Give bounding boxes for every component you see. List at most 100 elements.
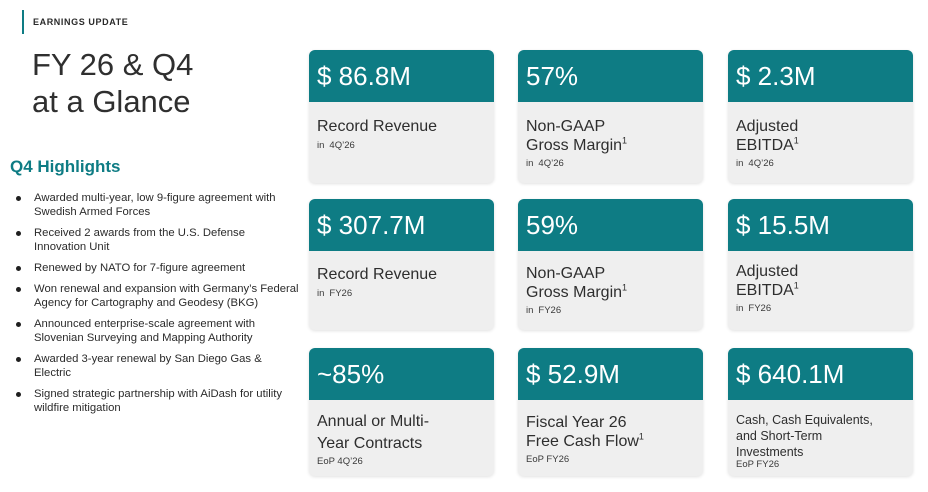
list-item-text: Awarded multi-year, low 9-figure agreeme…: [34, 192, 276, 218]
metric-value: $ 15.5M: [728, 199, 913, 251]
metric-period: EoP 4Q’26: [317, 456, 363, 467]
metric-value: $ 86.8M: [309, 50, 494, 102]
metric-period-value: 4Q’26: [538, 158, 564, 169]
metric-value: $ 640.1M: [728, 348, 913, 400]
metric-value: $ 52.9M: [518, 348, 703, 400]
list-item-text: Won renewal and expansion with Germany’s…: [34, 283, 299, 309]
metric-period: in FY26: [736, 303, 771, 314]
metric-label-line: Record Revenue: [317, 118, 438, 135]
metric-label: Record Revenue: [317, 117, 437, 136]
metric-value: 59%: [518, 199, 703, 251]
metric-period-value: FY26: [538, 305, 562, 316]
metric-value: 57%: [518, 50, 703, 102]
metric-card-fy-revenue: $ 307.7M Record Revenue in FY26: [309, 199, 494, 330]
metric-period: EoP FY26: [736, 459, 779, 470]
metric-card-contracts: ~85% Annual or Multi- Year Contracts EoP…: [309, 348, 494, 476]
metric-period-value: 4Q’26: [748, 158, 774, 169]
footnote-marker: 1: [622, 282, 628, 293]
list-item-text: Signed strategic partnership with AiDash…: [34, 388, 283, 414]
metric-label: Record Revenue: [317, 265, 437, 284]
metric-label-line: Fiscal Year 26: [526, 414, 627, 431]
footnote-marker: 1: [793, 135, 799, 146]
metric-card-free-cash-flow: $ 52.9M Fiscal Year 26 Free Cash Flow1 E…: [518, 348, 703, 476]
metric-period-value: EoP 4Q’26: [317, 456, 363, 467]
metric-card-cash: $ 640.1M Cash, Cash Equivalents, and Sho…: [728, 348, 913, 476]
metric-label-line: EBITDA: [736, 282, 794, 299]
bullet-icon: [16, 196, 21, 201]
list-item-text: Received 2 awards from the U.S. Defense …: [34, 227, 245, 253]
list-item: Signed strategic partnership with AiDash…: [14, 387, 299, 415]
metric-card-fy-ebitda: $ 15.5M Adjusted EBITDA1 in FY26: [728, 199, 913, 330]
bullet-icon: [16, 357, 21, 362]
metric-label-line: Free Cash Flow: [526, 433, 639, 450]
metric-label-line: Annual or Multi-: [317, 413, 430, 430]
metric-label-line: and Short-Term: [736, 429, 823, 443]
metric-label-line: Gross Margin: [526, 284, 623, 301]
metric-label: Adjusted EBITDA1: [736, 262, 799, 300]
metric-period: in FY26: [526, 305, 561, 316]
bullet-icon: [16, 266, 21, 271]
page-title-line-2: at a Glance: [32, 84, 191, 119]
page-title-line-1: FY 26 & Q4: [32, 47, 194, 82]
metric-label: Non-GAAP Gross Margin1: [526, 117, 627, 155]
metric-label-line: EBITDA: [736, 137, 794, 154]
section-tag: EARNINGS UPDATE: [22, 10, 128, 34]
metric-period-prefix: in: [526, 158, 534, 169]
list-item-text: Announced enterprise-scale agreement wit…: [34, 318, 256, 344]
metric-label: Non-GAAP Gross Margin1: [526, 264, 627, 302]
highlights-heading: Q4 Highlights: [10, 157, 121, 176]
footnote-marker: 1: [638, 431, 644, 442]
list-item-text: Renewed by NATO for 7-figure agreement: [34, 262, 246, 274]
metric-label-line: Year Contracts: [317, 435, 423, 452]
bullet-icon: [16, 322, 21, 327]
metric-period: EoP FY26: [526, 454, 569, 465]
metric-card-q4-ebitda: $ 2.3M Adjusted EBITDA1 in 4Q’26: [728, 50, 913, 183]
metric-period-value: FY26: [748, 303, 772, 314]
metric-value: ~85%: [309, 348, 494, 400]
metric-card-q4-gross-margin: 57% Non-GAAP Gross Margin1 in 4Q’26: [518, 50, 703, 183]
metric-card-q4-revenue: $ 86.8M Record Revenue in 4Q’26: [309, 50, 494, 183]
metric-card-fy-gross-margin: 59% Non-GAAP Gross Margin1 in FY26: [518, 199, 703, 330]
metric-label: Cash, Cash Equivalents, and Short-Term I…: [736, 412, 873, 460]
metric-period-value: 4Q’26: [329, 140, 355, 151]
list-item-text: Awarded 3-year renewal by San Diego Gas …: [34, 353, 262, 379]
bullet-icon: [16, 287, 21, 292]
metric-label: Fiscal Year 26 Free Cash Flow1: [526, 413, 644, 451]
metric-period-value: EoP FY26: [526, 454, 570, 465]
metric-value: $ 2.3M: [728, 50, 913, 102]
list-item: Won renewal and expansion with Germany’s…: [14, 282, 299, 310]
bullet-icon: [16, 392, 21, 397]
metric-label-line: Cash, Cash Equivalents,: [736, 413, 873, 427]
metric-label-line: Non-GAAP: [526, 265, 606, 282]
metric-period-prefix: in: [317, 140, 325, 151]
list-item: Announced enterprise-scale agreement wit…: [14, 317, 299, 345]
footnote-marker: 1: [793, 280, 799, 291]
metric-label-line: Record Revenue: [317, 266, 438, 283]
metric-label-line: Investments: [736, 445, 804, 459]
bullet-icon: [16, 231, 21, 236]
metric-value: $ 307.7M: [309, 199, 494, 251]
metric-period: in 4Q’26: [526, 158, 564, 169]
list-item: Awarded multi-year, low 9-figure agreeme…: [14, 191, 299, 219]
metric-period-prefix: in: [317, 288, 325, 299]
metric-label-line: Adjusted: [736, 118, 799, 135]
metric-period-value: FY26: [329, 288, 353, 299]
metric-period: in 4Q’26: [736, 158, 774, 169]
metric-period-prefix: in: [526, 305, 534, 316]
metric-label-line: Gross Margin: [526, 137, 623, 154]
highlights-list: Awarded multi-year, low 9-figure agreeme…: [14, 191, 299, 422]
list-item: Awarded 3-year renewal by San Diego Gas …: [14, 352, 299, 380]
metric-period-prefix: in: [736, 158, 744, 169]
metric-label-line: Adjusted: [736, 263, 799, 280]
list-item: Renewed by NATO for 7-figure agreement: [14, 261, 299, 275]
page-title: FY 26 & Q4 at a Glance: [32, 46, 193, 120]
metric-label: Annual or Multi- Year Contracts: [317, 411, 429, 455]
footnote-marker: 1: [622, 135, 628, 146]
metric-label-line: Non-GAAP: [526, 118, 606, 135]
metric-period-value: EoP FY26: [736, 459, 780, 470]
metric-period: in FY26: [317, 288, 352, 299]
list-item: Received 2 awards from the U.S. Defense …: [14, 226, 299, 254]
metric-period-prefix: in: [736, 303, 744, 314]
metric-label: Adjusted EBITDA1: [736, 117, 799, 155]
metric-period: in 4Q’26: [317, 140, 355, 151]
